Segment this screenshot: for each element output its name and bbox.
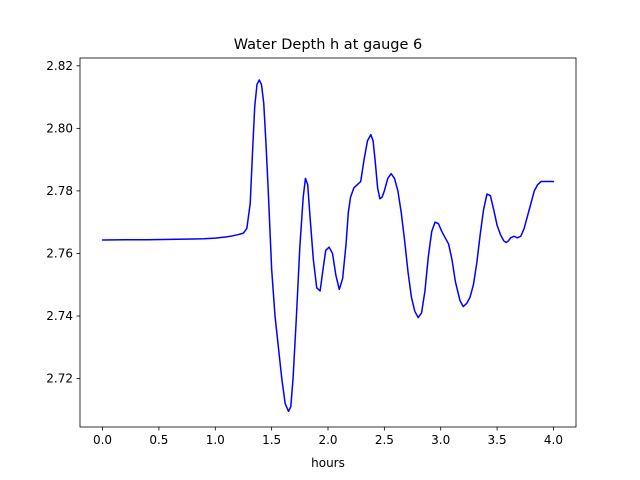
x-tick-label: 3.0	[431, 433, 450, 447]
plot-area: 0.0 0.5 1.0 1.5 2.0 2.5 3.0 3.5 4.0 2.72 2.74 2.76 2…	[46, 57, 577, 447]
x-tick-label: 3.5	[488, 433, 507, 447]
chart-title: Water Depth h at gauge 6	[234, 37, 422, 53]
y-tick-label: 2.72	[46, 372, 73, 386]
x-tick-label: 4.0	[544, 433, 563, 447]
y-tick-label: 2.78	[46, 184, 73, 198]
x-axis-label: hours	[311, 456, 345, 470]
x-tick-label: 2.5	[375, 433, 394, 447]
x-tick-label: 0.0	[93, 433, 112, 447]
y-tick-label: 2.76	[46, 246, 73, 260]
y-tick-label: 2.82	[46, 59, 73, 73]
y-tick-label: 2.74	[46, 309, 73, 323]
x-tick-label: 2.0	[318, 433, 337, 447]
x-tick-label: 1.0	[206, 433, 225, 447]
y-tick-label: 2.80	[46, 121, 73, 135]
x-tick-label: 0.5	[149, 433, 168, 447]
x-tick-label: 1.5	[262, 433, 281, 447]
series-line-0	[101, 79, 555, 413]
